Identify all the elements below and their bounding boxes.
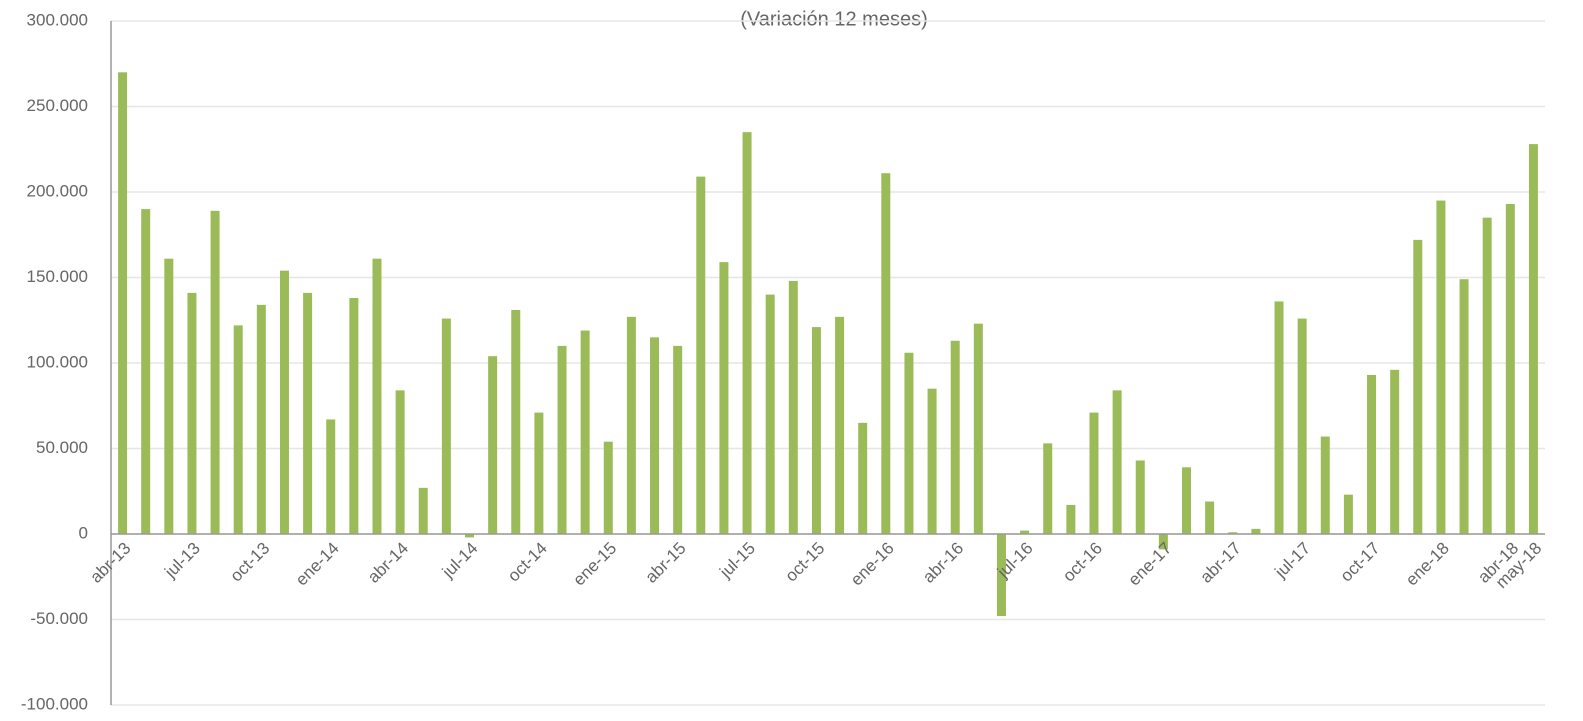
bar: [1436, 200, 1446, 535]
bar: [210, 210, 220, 534]
x-tick-label: abr-14: [364, 539, 412, 587]
bar: [742, 132, 752, 534]
bar: [164, 258, 174, 534]
bar: [1528, 144, 1538, 534]
x-tick-label: ene-18: [1402, 539, 1453, 590]
x-tick-label: ene-15: [569, 539, 620, 590]
bar: [1228, 532, 1238, 534]
bar: [557, 345, 567, 534]
x-tick-label: ene-14: [292, 539, 343, 590]
bar: [626, 316, 636, 534]
bar: [511, 309, 521, 534]
y-tick-label: 150.000: [27, 267, 88, 286]
x-tick-label: abr-15: [641, 539, 689, 587]
bar: [256, 304, 266, 534]
bar: [279, 270, 289, 534]
y-tick-label: 300.000: [27, 10, 88, 29]
bar: [1367, 374, 1377, 534]
bar: [441, 318, 451, 534]
bar: [881, 173, 891, 534]
bar: [1274, 301, 1284, 534]
x-tick-label: oct-16: [1059, 539, 1106, 586]
bar: [1089, 412, 1099, 534]
x-tick-label: jul-13: [160, 539, 204, 583]
x-tick-label: ene-17: [1125, 539, 1176, 590]
bar: [788, 280, 798, 534]
bar: [1251, 528, 1261, 534]
y-tick-label: -100.000: [21, 694, 88, 713]
bar: [1297, 318, 1307, 534]
bar: [973, 323, 983, 534]
bar: [1505, 203, 1515, 534]
bar: [1320, 436, 1330, 534]
bar: [1459, 279, 1469, 534]
y-tick-label: 200.000: [27, 181, 88, 200]
bar: [395, 390, 405, 534]
bar: [418, 487, 428, 534]
bar: [858, 422, 868, 534]
bar: [1112, 390, 1122, 534]
bar: [1043, 443, 1053, 534]
bar: [141, 209, 151, 534]
bar: [1182, 467, 1191, 534]
x-tick-label: jul-14: [438, 539, 482, 583]
y-tick-label: 0: [79, 523, 88, 542]
bar: [534, 412, 544, 534]
x-tick-label: jul-15: [715, 539, 759, 583]
x-tick-label: ene-16: [847, 539, 898, 590]
bar: [996, 534, 1006, 617]
bar: [811, 327, 821, 534]
bar: [118, 72, 128, 535]
bar: [1135, 460, 1145, 534]
bar: [1020, 530, 1030, 534]
bar: [465, 534, 474, 538]
bar: [1158, 534, 1168, 550]
x-tick-label: oct-17: [1337, 539, 1384, 586]
y-tick-label: 250.000: [27, 96, 88, 115]
bar: [1413, 239, 1423, 534]
bar: [835, 316, 845, 534]
x-tick-label: oct-14: [504, 539, 551, 586]
bar: [326, 419, 336, 534]
bar: [719, 262, 729, 534]
bar: [765, 294, 775, 534]
bar: [603, 441, 613, 534]
bar: [488, 356, 498, 534]
bar: [1205, 501, 1215, 534]
bar: [1343, 494, 1353, 534]
bar: [1390, 369, 1400, 534]
bar: [1066, 504, 1076, 534]
bar: [187, 292, 197, 534]
bar: [950, 340, 960, 534]
bar: [303, 292, 313, 534]
bar: [927, 388, 937, 534]
x-tick-label: oct-13: [226, 539, 273, 586]
bar: [673, 345, 683, 534]
y-tick-label: 100.000: [27, 352, 88, 371]
x-tick-label: jul-17: [1271, 539, 1315, 583]
x-tick-label: abr-17: [1197, 539, 1245, 587]
bar: [1482, 217, 1492, 534]
bar: [349, 298, 359, 534]
x-tick-label: oct-15: [782, 539, 829, 586]
y-tick-label: 50.000: [36, 438, 88, 457]
x-tick-label: abr-16: [919, 539, 967, 587]
bar: [233, 325, 243, 534]
bar: [696, 176, 706, 535]
bar: [580, 330, 590, 534]
y-tick-label: -50.000: [30, 609, 88, 628]
chart-title: (Variación 12 meses): [740, 8, 927, 30]
bar: [650, 337, 660, 534]
bar: [372, 258, 382, 534]
bar: [904, 352, 914, 534]
